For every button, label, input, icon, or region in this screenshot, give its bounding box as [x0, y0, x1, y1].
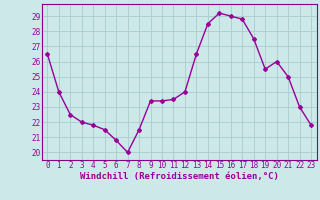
X-axis label: Windchill (Refroidissement éolien,°C): Windchill (Refroidissement éolien,°C)	[80, 172, 279, 181]
